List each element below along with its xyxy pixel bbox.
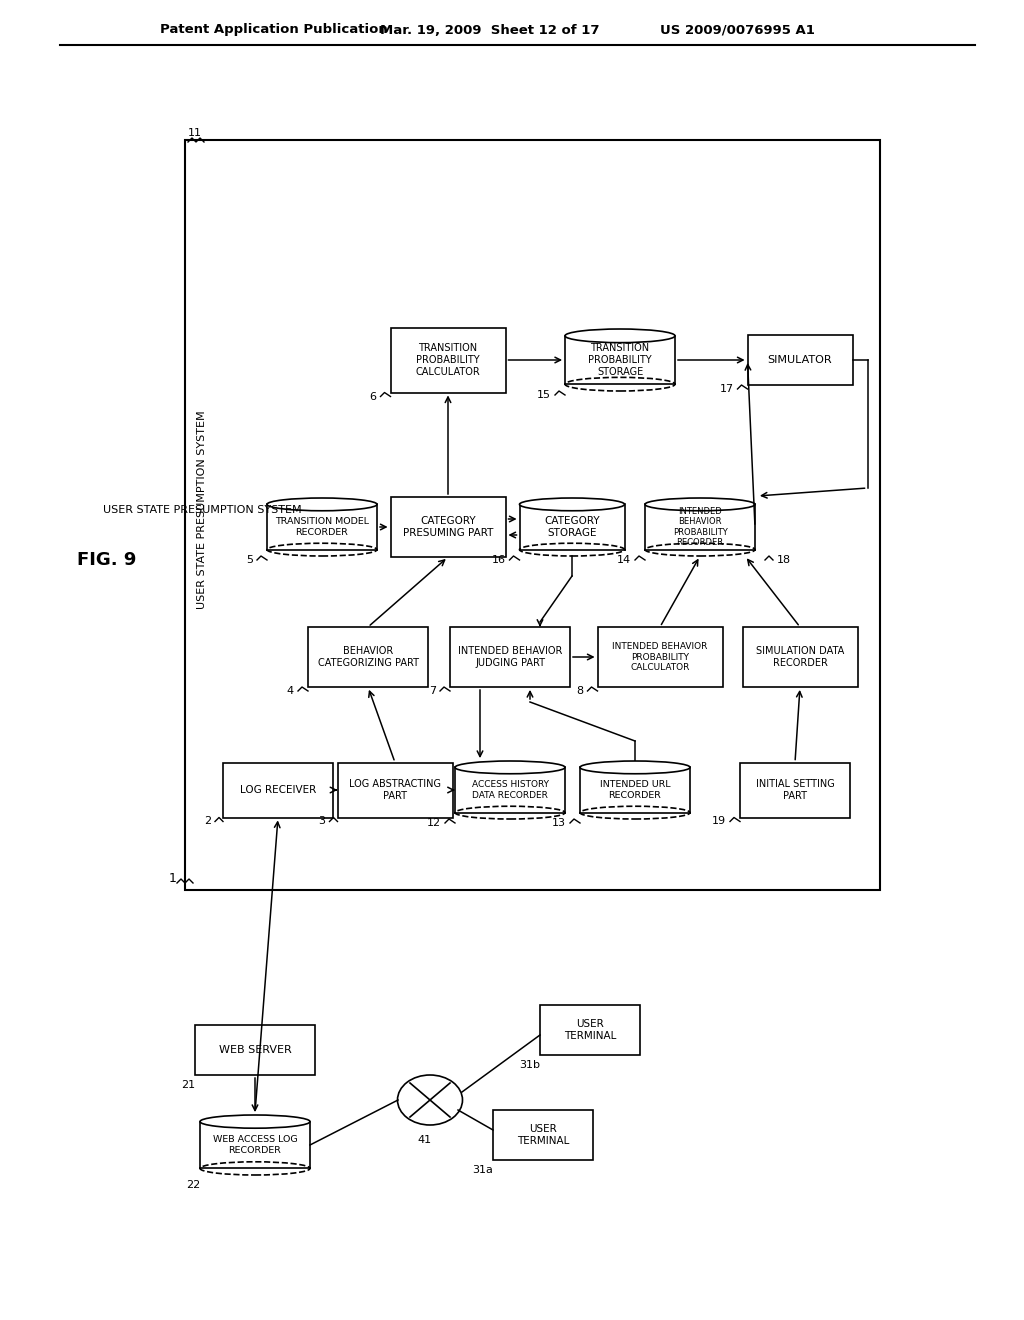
Text: FIG. 9: FIG. 9 — [78, 550, 136, 569]
Text: INTENDED
BEHAVIOR
PROBABILITY
RECORDER: INTENDED BEHAVIOR PROBABILITY RECORDER — [673, 507, 727, 546]
Text: LOG RECEIVER: LOG RECEIVER — [240, 785, 316, 795]
Text: SIMULATOR: SIMULATOR — [768, 355, 833, 366]
Text: 11: 11 — [188, 128, 202, 139]
Ellipse shape — [267, 544, 377, 556]
Text: TRANSITION MODEL
RECORDER: TRANSITION MODEL RECORDER — [275, 517, 369, 537]
Text: 15: 15 — [537, 389, 551, 400]
FancyBboxPatch shape — [740, 763, 850, 817]
Text: INITIAL SETTING
PART: INITIAL SETTING PART — [756, 779, 835, 801]
Polygon shape — [565, 335, 675, 384]
Text: 17: 17 — [720, 384, 733, 393]
FancyBboxPatch shape — [742, 627, 857, 686]
Polygon shape — [200, 1122, 310, 1168]
Ellipse shape — [455, 762, 565, 774]
Text: LOG ABSTRACTING
PART: LOG ABSTRACTING PART — [349, 779, 441, 801]
Text: WEB SERVER: WEB SERVER — [219, 1045, 292, 1055]
Ellipse shape — [267, 498, 377, 511]
Text: 2: 2 — [204, 817, 211, 826]
Text: 7: 7 — [429, 686, 436, 696]
FancyBboxPatch shape — [540, 1005, 640, 1055]
Text: 13: 13 — [552, 818, 566, 828]
Text: 19: 19 — [712, 817, 726, 826]
FancyBboxPatch shape — [223, 763, 333, 817]
Polygon shape — [455, 767, 565, 813]
Text: 1: 1 — [169, 873, 177, 884]
FancyBboxPatch shape — [185, 140, 880, 890]
FancyBboxPatch shape — [195, 1026, 315, 1074]
Ellipse shape — [519, 544, 625, 556]
Ellipse shape — [455, 807, 565, 818]
Text: USER STATE PRESUMPTION SYSTEM: USER STATE PRESUMPTION SYSTEM — [197, 411, 207, 610]
Text: 6: 6 — [370, 392, 377, 401]
FancyBboxPatch shape — [390, 327, 506, 392]
FancyBboxPatch shape — [493, 1110, 593, 1160]
Text: 21: 21 — [181, 1080, 195, 1090]
Polygon shape — [519, 504, 625, 549]
FancyBboxPatch shape — [597, 627, 723, 686]
Text: ACCESS HISTORY
DATA RECORDER: ACCESS HISTORY DATA RECORDER — [471, 780, 549, 800]
Text: 5: 5 — [246, 554, 253, 565]
Text: SIMULATION DATA
RECORDER: SIMULATION DATA RECORDER — [756, 647, 844, 668]
Text: BEHAVIOR
CATEGORIZING PART: BEHAVIOR CATEGORIZING PART — [317, 647, 419, 668]
Text: 31a: 31a — [472, 1166, 493, 1175]
Text: USER
TERMINAL: USER TERMINAL — [517, 1125, 569, 1146]
Polygon shape — [645, 504, 755, 549]
Ellipse shape — [565, 329, 675, 343]
Ellipse shape — [397, 1074, 463, 1125]
Text: Patent Application Publication: Patent Application Publication — [160, 24, 388, 37]
Text: 3: 3 — [318, 817, 326, 826]
Text: 16: 16 — [492, 554, 506, 565]
Polygon shape — [267, 504, 377, 549]
Text: USER
TERMINAL: USER TERMINAL — [564, 1019, 616, 1040]
Text: INTENDED BEHAVIOR
PROBABILITY
CALCULATOR: INTENDED BEHAVIOR PROBABILITY CALCULATOR — [612, 642, 708, 672]
Ellipse shape — [645, 498, 755, 511]
Text: INTENDED URL
RECORDER: INTENDED URL RECORDER — [600, 780, 671, 800]
Text: 22: 22 — [185, 1180, 200, 1191]
Text: USER STATE PRESUMPTION SYSTEM: USER STATE PRESUMPTION SYSTEM — [102, 506, 301, 515]
FancyBboxPatch shape — [390, 498, 506, 557]
Text: 41: 41 — [418, 1135, 432, 1144]
Polygon shape — [580, 767, 690, 813]
Text: CATEGORY
PRESUMING PART: CATEGORY PRESUMING PART — [402, 516, 494, 537]
Text: 8: 8 — [577, 686, 584, 696]
Text: TRANSITION
PROBABILITY
CALCULATOR: TRANSITION PROBABILITY CALCULATOR — [416, 343, 480, 376]
FancyBboxPatch shape — [748, 335, 853, 385]
Text: 31b: 31b — [519, 1060, 540, 1071]
Text: Mar. 19, 2009  Sheet 12 of 17: Mar. 19, 2009 Sheet 12 of 17 — [380, 24, 599, 37]
Text: TRANSITION
PROBABILITY
STORAGE: TRANSITION PROBABILITY STORAGE — [588, 343, 652, 376]
Text: 4: 4 — [287, 686, 294, 696]
Text: 12: 12 — [427, 818, 441, 828]
Text: WEB ACCESS LOG
RECORDER: WEB ACCESS LOG RECORDER — [213, 1135, 297, 1155]
Text: CATEGORY
STORAGE: CATEGORY STORAGE — [544, 516, 600, 537]
Ellipse shape — [580, 762, 690, 774]
Text: INTENDED BEHAVIOR
JUDGING PART: INTENDED BEHAVIOR JUDGING PART — [458, 647, 562, 668]
FancyBboxPatch shape — [308, 627, 428, 686]
FancyBboxPatch shape — [338, 763, 453, 817]
Ellipse shape — [565, 378, 675, 391]
Ellipse shape — [580, 807, 690, 818]
Ellipse shape — [200, 1115, 310, 1129]
Text: US 2009/0076995 A1: US 2009/0076995 A1 — [660, 24, 815, 37]
Text: 14: 14 — [616, 554, 631, 565]
FancyBboxPatch shape — [450, 627, 570, 686]
Ellipse shape — [519, 498, 625, 511]
Text: 18: 18 — [777, 554, 792, 565]
Ellipse shape — [645, 544, 755, 556]
Ellipse shape — [200, 1162, 310, 1175]
